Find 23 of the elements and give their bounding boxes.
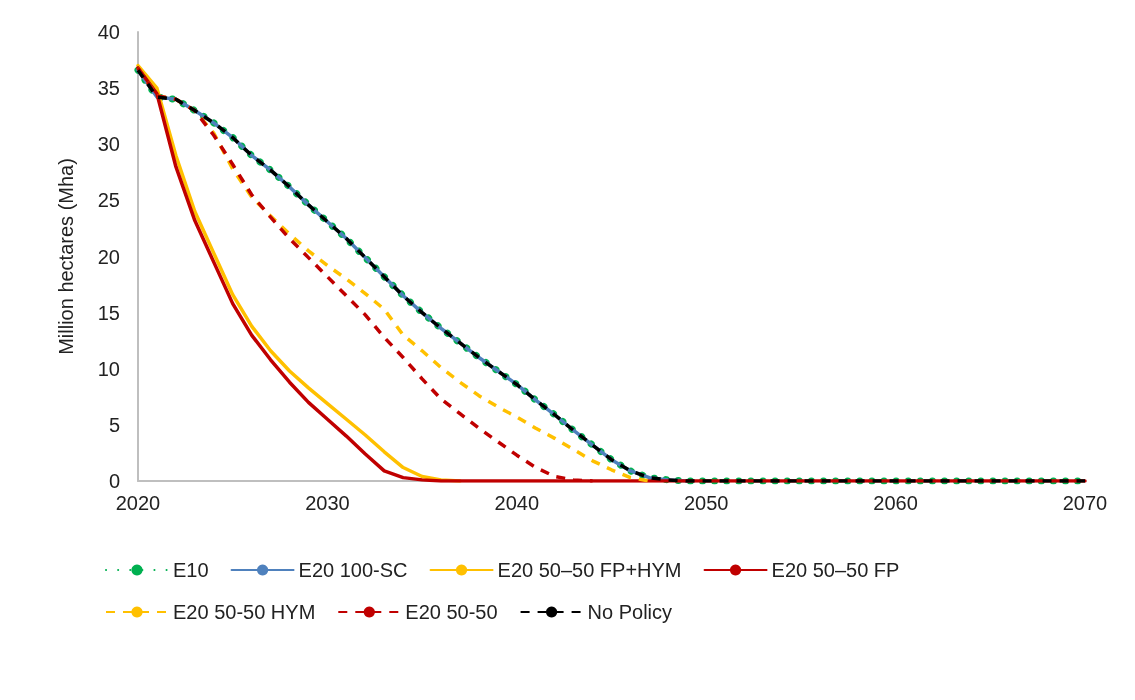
- y-tick-label: 0: [108, 470, 120, 492]
- y-tick-label: 20: [97, 245, 120, 268]
- x-tick-label: 2040: [494, 492, 540, 514]
- legend-label: No Policy: [587, 601, 673, 623]
- x-tick-label: 2030: [305, 492, 350, 514]
- x-tick-label: 2060: [873, 492, 918, 514]
- y-tick-label: 15: [97, 301, 120, 324]
- y-tick-label: 30: [97, 133, 120, 156]
- legend-label: E20 50-50: [405, 601, 498, 623]
- y-tick-label: 35: [97, 77, 120, 100]
- y-tick-label: 10: [97, 357, 120, 380]
- legend-label: E10: [173, 559, 209, 581]
- legend-label: E20 50–50 FP: [771, 559, 900, 581]
- legend-label: E20 50–50 FP+HYM: [497, 559, 682, 581]
- legend-label: E20 50-50 HYM: [173, 601, 316, 623]
- x-tick-label: 2050: [683, 492, 729, 514]
- y-axis-title: Million hectares (Mha): [55, 158, 77, 355]
- y-tick-label: 25: [97, 189, 120, 212]
- x-tick-label: 2070: [1062, 492, 1108, 514]
- legend-label: E20 100-SC: [298, 559, 408, 581]
- y-tick-label: 5: [108, 413, 120, 436]
- y-tick-label: 40: [97, 21, 120, 43]
- x-tick-label: 2020: [115, 492, 161, 514]
